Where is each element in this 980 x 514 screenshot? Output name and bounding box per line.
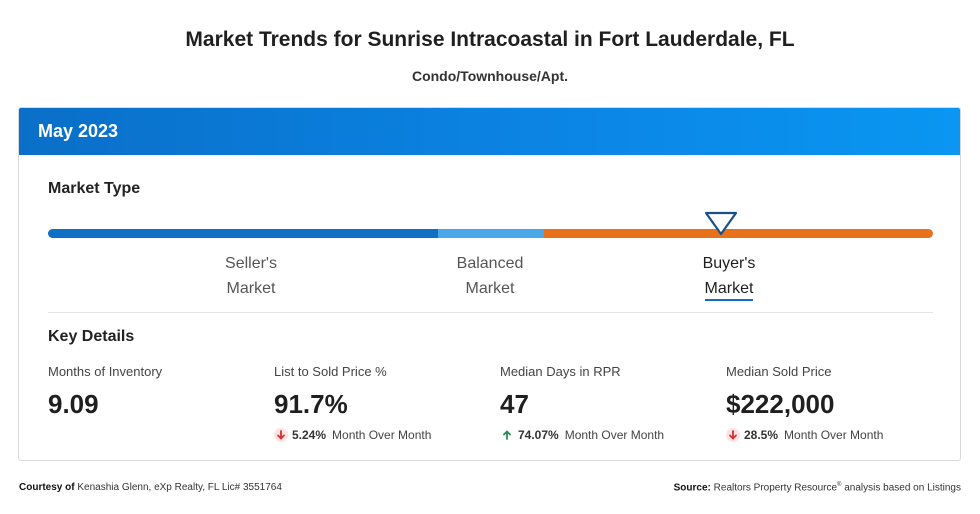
seller-market-label: Seller's Market — [171, 251, 331, 301]
seller-market-line2: Market — [226, 280, 276, 297]
metric-label: Months of Inventory — [48, 364, 163, 379]
buyer-market-label: Buyer's Market — [649, 251, 809, 301]
courtesy-footer: Courtesy of Kenashia Glenn, eXp Realty, … — [19, 482, 282, 493]
triangle-marker-icon — [704, 211, 738, 236]
metric-change: 5.24% Month Over Month — [274, 428, 494, 442]
registered-mark: ® — [837, 482, 842, 488]
source-footer: Source: Realtors Property Resource® anal… — [674, 482, 961, 493]
change-label: Month Over Month — [564, 428, 665, 442]
source-label: Source: — [673, 482, 711, 494]
buyer-market-bar — [544, 229, 933, 238]
buyer-market-line1: Buyer's — [702, 255, 756, 272]
seller-market-line1: Seller's — [225, 255, 277, 272]
metric-value: 47 — [500, 389, 529, 419]
balanced-market-line1: Balanced — [456, 255, 524, 272]
metric-change: 28.5% Month Over Month — [726, 428, 946, 442]
metric-label: Median Sold Price — [726, 364, 832, 379]
metric-label: List to Sold Price % — [274, 364, 387, 379]
metric-value: $222,000 — [726, 389, 835, 419]
metric-median-days: Median Days in RPR 47 74.07% Month Over … — [500, 364, 720, 442]
metric-median-sold-price: Median Sold Price $222,000 28.5% Month O… — [726, 364, 946, 442]
change-label: Month Over Month — [332, 428, 432, 442]
arrow-down-icon — [726, 428, 740, 442]
source-text-a: Realtors Property Resource — [713, 482, 838, 494]
courtesy-text: Kenashia Glenn, eXp Realty, FL Lic# 3551… — [77, 482, 282, 493]
metric-value: 9.09 — [48, 389, 99, 419]
period-label: May 2023 — [38, 121, 119, 141]
market-card: May 2023 Market Type Seller's Market Bal… — [18, 107, 961, 461]
metric-label: Median Days in RPR — [500, 364, 621, 379]
metric-change: 74.07% Month Over Month — [500, 428, 720, 442]
change-percent: 28.5% — [744, 428, 779, 442]
source-text-b: analysis based on Listings — [844, 482, 961, 494]
metric-value: 91.7% — [274, 389, 348, 419]
market-type-heading: Market Type — [48, 180, 141, 197]
arrow-down-icon — [274, 428, 288, 442]
arrow-up-icon — [500, 428, 514, 442]
buyer-market-line2: Market — [704, 280, 754, 301]
section-divider — [48, 312, 933, 313]
balanced-market-bar — [438, 229, 544, 238]
change-percent: 5.24% — [292, 428, 327, 442]
metric-list-to-sold: List to Sold Price % 91.7% 5.24% Month O… — [274, 364, 494, 442]
page-title: Market Trends for Sunrise Intracoastal i… — [185, 28, 795, 51]
key-details-heading: Key Details — [48, 328, 135, 345]
metric-months-of-inventory: Months of Inventory 9.09 — [48, 364, 268, 420]
change-percent: 74.07% — [518, 428, 559, 442]
page-subtitle: Condo/Townhouse/Apt. — [411, 68, 569, 84]
change-label: Month Over Month — [784, 428, 884, 442]
balanced-market-line2: Market — [465, 280, 515, 297]
balanced-market-label: Balanced Market — [410, 251, 570, 301]
card-header: May 2023 — [19, 108, 960, 155]
seller-market-bar — [48, 229, 438, 238]
courtesy-label: Courtesy of — [19, 482, 75, 493]
